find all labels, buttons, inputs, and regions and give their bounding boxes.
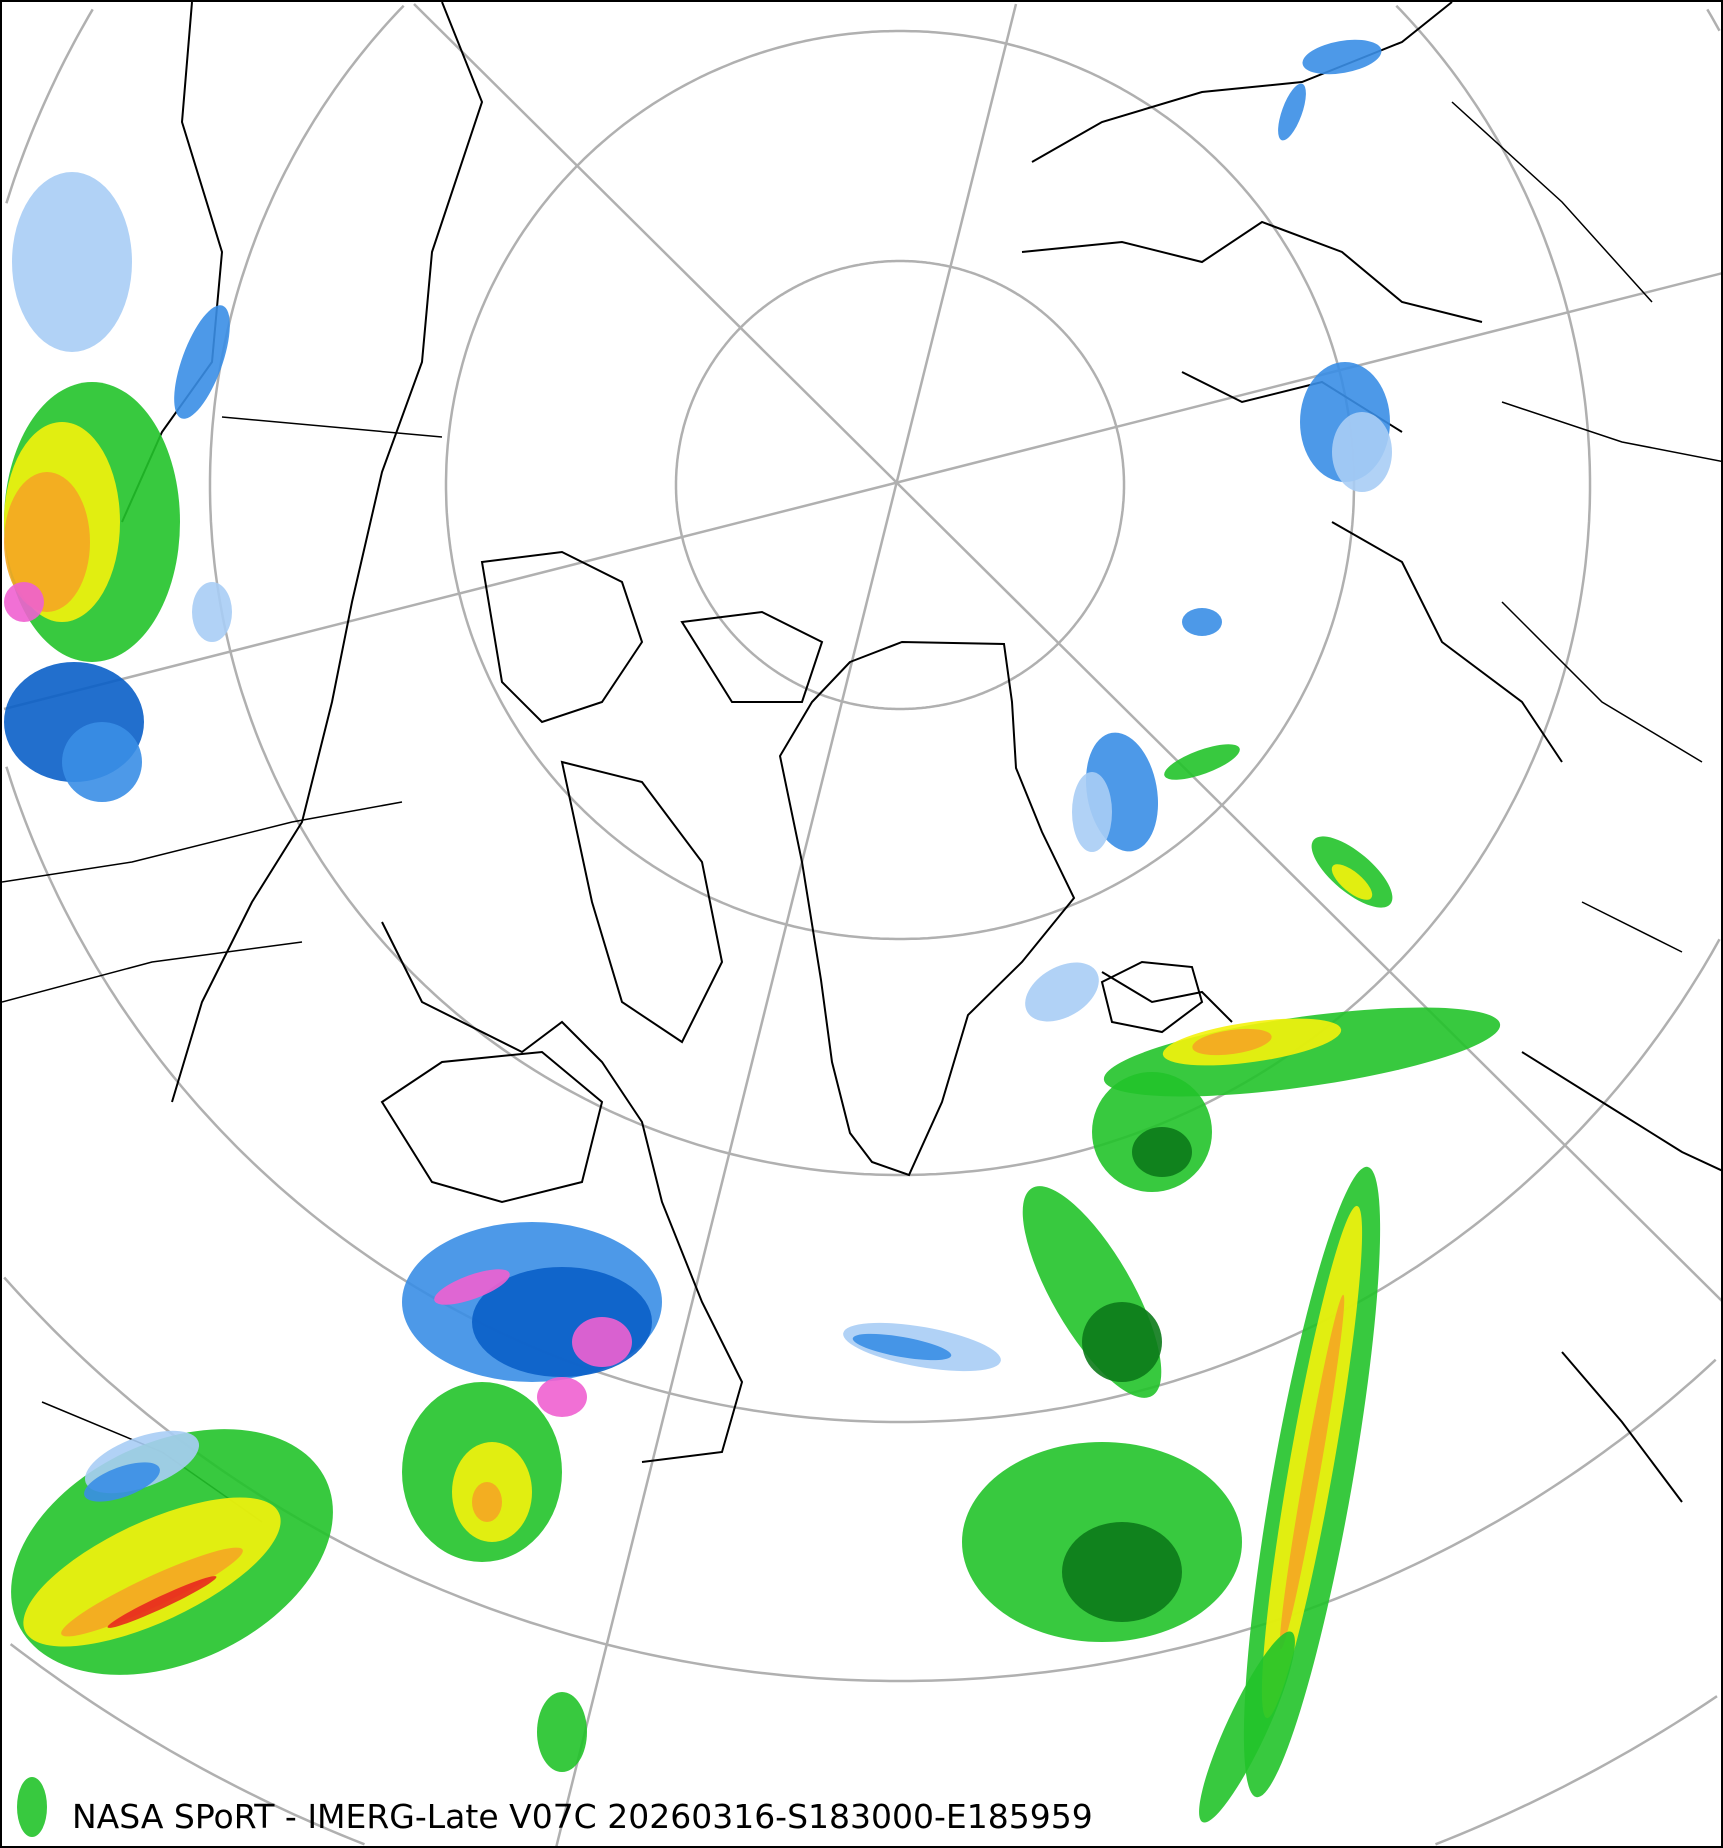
north-america-coast xyxy=(121,2,744,1463)
latitude-circle xyxy=(208,4,1592,1177)
precip-area-pink xyxy=(537,1377,587,1417)
precip-area-dark-green xyxy=(1062,1522,1182,1622)
precip-area-red xyxy=(107,1576,217,1628)
precip-area-light-blue xyxy=(1072,772,1112,852)
precip-area-blue xyxy=(1278,83,1306,141)
political-borders xyxy=(2,101,1721,1523)
latitude-circle xyxy=(5,766,1721,1424)
hudson-bay xyxy=(380,1050,604,1204)
precip-area-blue xyxy=(84,1462,160,1502)
latitude-circle xyxy=(1395,4,1592,485)
iceland-outline xyxy=(1100,960,1204,1034)
precip-area-pink xyxy=(4,582,44,622)
precip-area-pink xyxy=(572,1317,632,1367)
precip-area-blue xyxy=(174,305,230,419)
precip-area-orange xyxy=(472,1482,502,1522)
meridian-line xyxy=(3,272,1721,711)
precip-area-yellow xyxy=(1331,864,1373,900)
precip-area-orange xyxy=(1192,1028,1272,1056)
precip-area-pink xyxy=(434,1269,510,1305)
latitude-circle xyxy=(5,8,94,204)
precip-area-orange xyxy=(4,472,90,612)
precip-area-blue xyxy=(1182,608,1222,636)
coastlines xyxy=(2,2,1721,1523)
precip-area-dark-green xyxy=(1132,1127,1192,1177)
precip-area-light-blue xyxy=(1025,962,1099,1022)
precip-area-green xyxy=(1022,1186,1162,1398)
precip-area-orange xyxy=(61,1547,243,1637)
precip-area-dark-green xyxy=(1082,1302,1162,1382)
canadian-archipelago xyxy=(480,550,824,1044)
latitude-circle xyxy=(444,29,1356,941)
precip-area-green xyxy=(537,1692,587,1772)
latitude-circle xyxy=(674,259,1126,711)
precip-area-green xyxy=(1164,744,1240,780)
precip-area-orange xyxy=(1279,1294,1345,1650)
precip-area-light-blue xyxy=(12,172,132,352)
europe-asia-coast xyxy=(1021,2,1721,1503)
precip-area-green xyxy=(17,1777,47,1837)
precip-area-light-blue xyxy=(192,582,232,642)
latitude-circle xyxy=(1706,8,1721,32)
product-caption: NASA SPoRT - IMERG-Late V07C 20260316-S1… xyxy=(72,1797,1093,1836)
graticule xyxy=(3,3,1721,1846)
precip-area-green xyxy=(1199,1631,1295,1823)
precip-area-blue xyxy=(852,1333,952,1361)
precip-area-blue xyxy=(1302,39,1382,75)
precipitation-layer xyxy=(4,39,1501,1837)
latitude-circle xyxy=(9,1643,365,1846)
precip-area-light-blue xyxy=(1332,412,1392,492)
meridian-line xyxy=(413,3,1721,1302)
precip-area-blue xyxy=(62,722,142,802)
latitude-circle xyxy=(1435,1695,1718,1846)
precip-area-yellow xyxy=(23,1497,281,1647)
greenland-outline xyxy=(778,640,1076,1177)
meridian-line xyxy=(555,3,1018,1846)
